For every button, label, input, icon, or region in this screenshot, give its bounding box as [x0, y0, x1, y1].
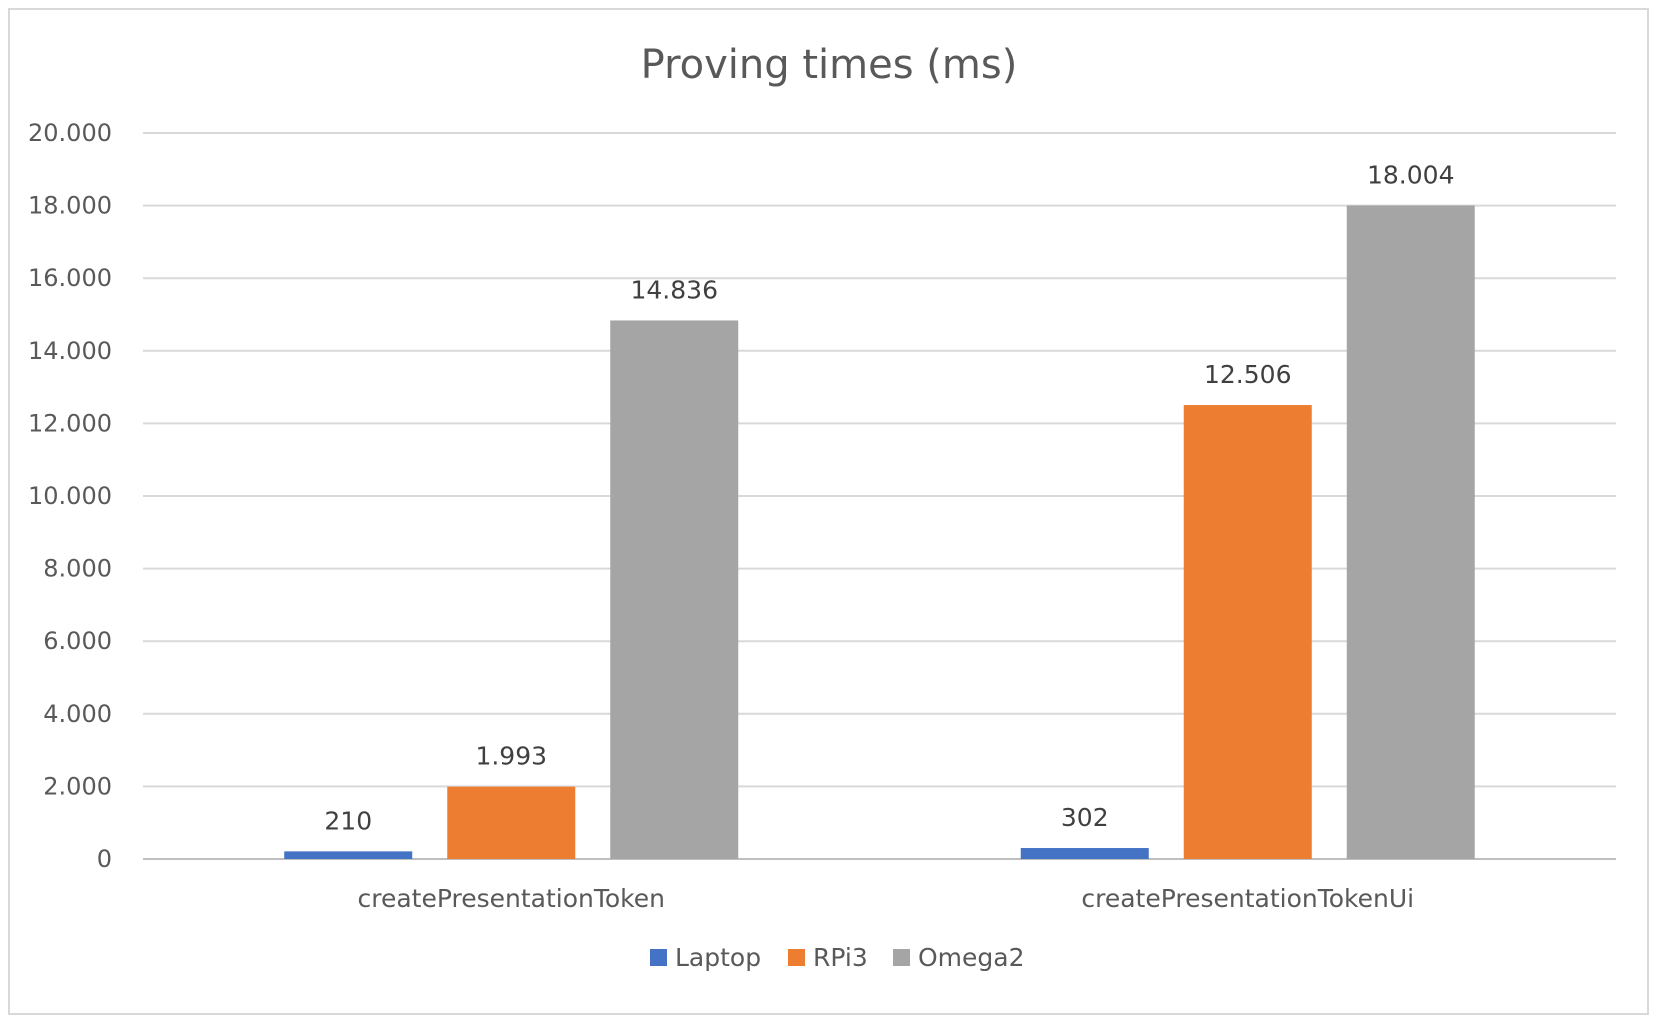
legend-item: Omega2	[893, 943, 1025, 972]
legend-label: Laptop	[675, 943, 761, 972]
legend-label: RPi3	[813, 943, 868, 972]
y-tick-label: 10.000	[28, 482, 112, 510]
legend-swatch	[893, 949, 910, 966]
category-label: createPresentationTokenUi	[1081, 884, 1414, 913]
chart-title: Proving times (ms)	[641, 42, 1018, 88]
legend-swatch	[788, 949, 805, 966]
data-label: 18.004	[1367, 160, 1454, 189]
bar-omega2	[1346, 205, 1475, 859]
y-tick-label: 14.000	[28, 337, 112, 365]
y-tick-label: 20.000	[28, 119, 112, 147]
y-tick-label: 18.000	[28, 192, 112, 220]
y-tick-label: 0	[97, 845, 112, 873]
category-label: createPresentationToken	[358, 884, 666, 913]
bar-laptop	[1020, 848, 1149, 859]
y-tick-label: 2.000	[43, 772, 112, 800]
category-labels: createPresentationToken createPresentatio…	[358, 884, 1415, 913]
y-tick-label: 16.000	[28, 264, 112, 292]
legend-swatch	[650, 949, 667, 966]
legend-item: Laptop	[650, 943, 761, 972]
bars	[284, 205, 1475, 859]
y-tick-label: 6.000	[43, 627, 112, 655]
bar-omega2	[610, 320, 739, 859]
bar-rpi3	[1183, 405, 1312, 859]
data-label: 14.836	[631, 275, 718, 304]
bar-rpi3	[447, 786, 576, 859]
legend-label: Omega2	[918, 943, 1025, 972]
data-label: 302	[1061, 803, 1109, 832]
data-label: 12.506	[1204, 360, 1291, 389]
legend: Laptop RPi3 Omega2	[650, 943, 1025, 972]
y-axis-tick-labels: 0 2.000 4.000 6.000 8.000 10.000 12.000 14.000 1…	[28, 119, 112, 873]
data-label: 210	[324, 806, 372, 835]
data-labels: 210 1.993 14.836 302 12.506 18.004	[324, 160, 1454, 835]
y-tick-label: 12.000	[28, 409, 112, 437]
legend-item: RPi3	[788, 943, 868, 972]
bar-laptop	[284, 851, 413, 859]
y-tick-label: 8.000	[43, 555, 112, 583]
y-tick-label: 4.000	[43, 700, 112, 728]
data-label: 1.993	[475, 742, 547, 771]
